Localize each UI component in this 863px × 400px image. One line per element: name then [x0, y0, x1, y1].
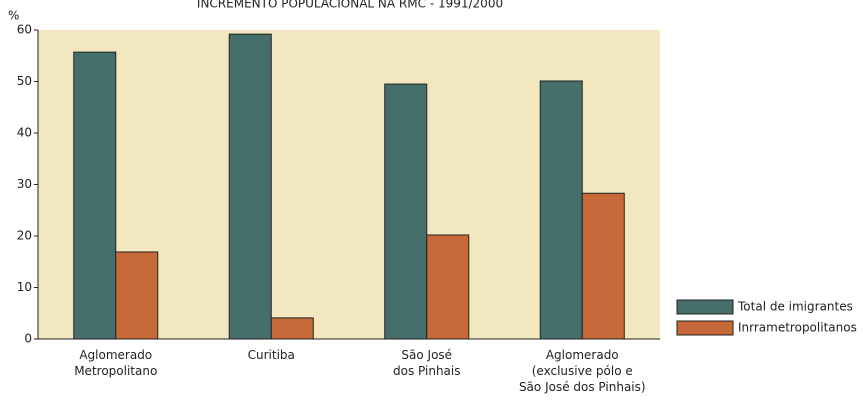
- x-tick-label: Aglomerado Metropolitano: [74, 348, 157, 378]
- y-axis-label: %: [8, 9, 19, 23]
- bar: [581, 192, 625, 340]
- x-tick-label: São José dos Pinhais: [393, 348, 460, 378]
- y-tick-label: 0: [24, 332, 32, 346]
- bar: [426, 234, 470, 340]
- legend-label: Inrrametropolitanos: [738, 321, 857, 335]
- legend-swatch: [676, 299, 734, 315]
- legend-swatch: [676, 320, 734, 336]
- y-tick-label: 10: [17, 280, 32, 294]
- y-tick-label: 30: [17, 177, 32, 191]
- x-tick-line: Curitiba: [248, 348, 295, 362]
- x-tick-line: (exclusive pólo e: [532, 364, 633, 378]
- x-tick-line: Metropolitano: [74, 364, 157, 378]
- bar: [73, 51, 117, 340]
- x-tick-label: Curitiba: [248, 348, 295, 362]
- x-tick-line: Aglomerado: [79, 348, 152, 362]
- y-tick-label: 50: [17, 74, 32, 88]
- y-tick-label: 60: [17, 23, 32, 37]
- chart-title: INCREMENTO POPULACIONAL NA RMC - 1991/20…: [197, 0, 503, 11]
- bar: [384, 83, 428, 340]
- x-tick-line: Aglomerado: [546, 348, 619, 362]
- x-tick-label: Aglomerado (exclusive pólo e São José dos …: [519, 348, 646, 394]
- x-tick-line: São José: [401, 348, 452, 362]
- bar: [228, 33, 272, 340]
- bar: [539, 80, 583, 340]
- x-tick-line: São José dos Pinhais): [519, 380, 646, 394]
- x-tick-line: dos Pinhais: [393, 364, 460, 378]
- y-tick-label: 40: [17, 126, 32, 140]
- legend-label: Total de imigrantes: [737, 300, 853, 314]
- bar: [270, 317, 314, 340]
- bar: [115, 251, 159, 340]
- y-tick-label: 20: [17, 229, 32, 243]
